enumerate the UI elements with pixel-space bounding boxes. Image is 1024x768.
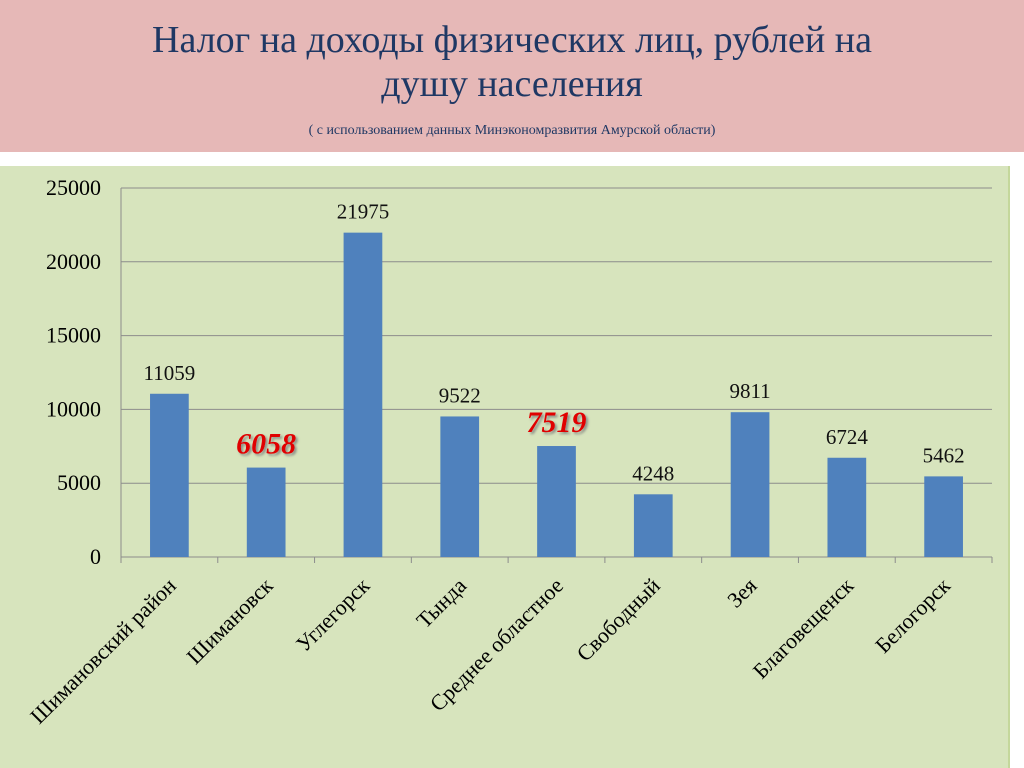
y-tick-label: 25000 (46, 175, 101, 200)
bar (924, 476, 963, 557)
category-label: Углегорск (291, 573, 375, 657)
value-label: 6724 (826, 425, 869, 449)
value-label: 4248 (632, 461, 674, 485)
bar (343, 232, 383, 558)
value-label: 9522 (439, 383, 481, 407)
y-tick-label: 10000 (46, 396, 101, 421)
category-label: Тында (411, 573, 471, 633)
highlighted-value-label: 7519 (527, 406, 587, 439)
bar (150, 393, 189, 557)
bar (440, 416, 480, 557)
y-tick-label: 20000 (46, 249, 101, 274)
category-label: Свободный (571, 573, 664, 666)
chart-area: 0 5000 10000 15000 20000 25000 11059 6058 21975… (0, 166, 1010, 768)
title-line-2: душу населения (381, 63, 643, 105)
bar (246, 467, 286, 557)
category-label: Зея (722, 573, 762, 613)
y-tick-label: 15000 (46, 323, 101, 348)
title-banner: Налог на доходы физических лиц, рублей н… (0, 0, 1024, 152)
value-label: 5462 (923, 443, 965, 467)
data-labels: 11059 6058 21975 9522 7519 4248 9811 6724 5462 (144, 200, 965, 486)
category-label: Шимановск (182, 573, 278, 669)
value-label: 11059 (144, 361, 196, 385)
bar (827, 457, 867, 557)
y-tick-label: 0 (90, 544, 101, 569)
value-label: 21975 (337, 200, 390, 224)
category-label: Благовещенск (748, 573, 859, 684)
value-label: 9811 (729, 379, 770, 403)
bar (633, 494, 673, 557)
bar (730, 412, 770, 557)
y-tick-label: 5000 (57, 470, 101, 495)
source-note: ( с использованием данных Минэкономразви… (308, 123, 716, 138)
category-labels: Шимановский район Шимановск Углегорск Тында… (25, 573, 955, 729)
page-title: Налог на доходы физических лиц, рублей н… (0, 18, 1024, 106)
bar-chart: 0 5000 10000 15000 20000 25000 11059 6058 21975… (25, 175, 993, 729)
highlighted-value-label: 6058 (236, 428, 296, 461)
bars (150, 232, 963, 558)
bar (537, 446, 576, 557)
category-label: Белогорск (870, 573, 955, 658)
title-line-1: Налог на доходы физических лиц, рублей н… (152, 19, 872, 61)
category-label: Шимановский район (25, 573, 181, 729)
